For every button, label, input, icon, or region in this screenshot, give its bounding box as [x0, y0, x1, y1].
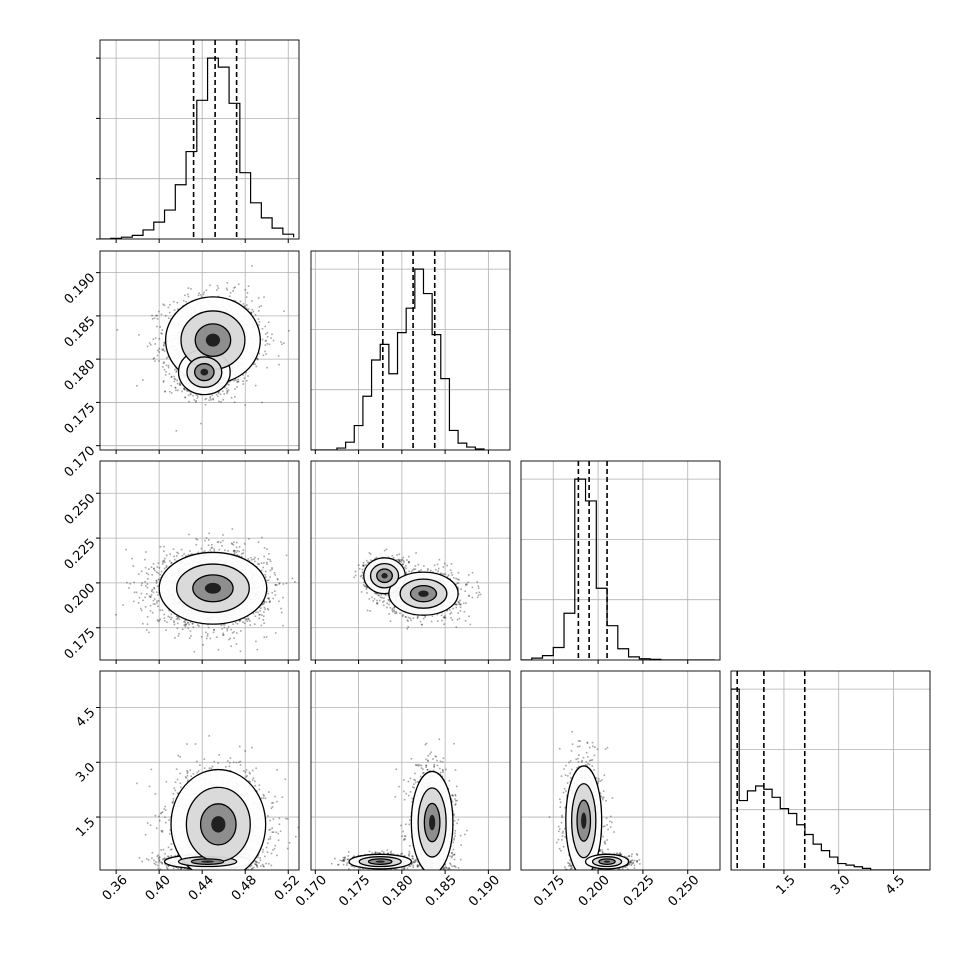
grid	[731, 671, 930, 870]
contour-3-0	[581, 812, 587, 829]
contour-3-1	[429, 814, 436, 831]
panel-frame	[99, 460, 300, 661]
grid	[100, 40, 299, 239]
x-tick-label: 0.250	[666, 873, 703, 910]
x-tick-label: 0.48	[229, 873, 260, 904]
x-tick-label: 0.225	[621, 873, 658, 910]
panel-1-1	[310, 250, 511, 454]
contour-3-1	[418, 590, 429, 597]
panel-frame	[310, 460, 511, 661]
y-tick-label: 0.225	[62, 536, 99, 573]
contour-3-0	[201, 860, 215, 863]
x-tick-label: 0.200	[576, 873, 613, 910]
density-contours	[163, 768, 267, 870]
panel-2-2	[520, 460, 721, 664]
x-tick-label: 0.180	[380, 873, 417, 910]
x-tick-label: 0.170	[293, 873, 330, 910]
density-contours	[363, 557, 459, 616]
panel-3-2	[520, 670, 721, 874]
y-tick-label: 0.200	[62, 581, 99, 618]
panel-3-0	[96, 670, 300, 874]
grid	[521, 671, 720, 870]
panel-frame	[730, 670, 931, 871]
x-tick-label: 0.185	[423, 873, 460, 910]
histogram-2	[521, 478, 715, 660]
y-tick-label: 0.180	[62, 357, 99, 394]
density-contours	[565, 765, 630, 870]
contour-3-1	[603, 860, 611, 863]
panel-2-1	[310, 460, 511, 664]
x-tick-label: 0.40	[143, 873, 174, 904]
y-tick-label: 0.250	[62, 491, 99, 528]
panel-frame	[99, 39, 300, 240]
histogram-1	[311, 268, 485, 450]
contour-3-0	[375, 860, 385, 863]
panel-3-1	[310, 670, 511, 874]
density-contours	[348, 770, 454, 870]
x-tick-label: 0.190	[466, 873, 503, 910]
x-tick-label: 0.175	[336, 873, 373, 910]
panel-frame	[520, 460, 721, 661]
x-tick-label: 0.36	[100, 873, 131, 904]
panel-0-0	[96, 39, 300, 243]
panel-frame	[310, 250, 511, 451]
x-tick-label: 0.175	[531, 873, 568, 910]
x-tick-label: 1.5	[773, 873, 798, 898]
grid	[100, 461, 299, 660]
histogram-3	[731, 688, 929, 870]
density-contours	[164, 296, 261, 396]
x-tick-label: 0.44	[186, 873, 217, 904]
contour-3-1	[200, 368, 209, 376]
y-tick-label: 3.0	[73, 760, 98, 785]
y-tick-label: 0.190	[62, 271, 99, 308]
contour-3-0	[205, 333, 221, 347]
y-tick-label: 4.5	[73, 705, 98, 730]
contour-3-1	[211, 816, 226, 833]
panel-frame	[99, 250, 300, 451]
x-tick-label: 4.5	[883, 873, 908, 898]
density-contours	[158, 551, 268, 625]
grid	[311, 251, 510, 450]
panel-frame	[99, 670, 300, 871]
y-tick-label: 0.175	[62, 400, 99, 437]
x-tick-label: 3.0	[828, 873, 853, 898]
histogram-0	[100, 57, 295, 239]
grid	[311, 461, 510, 660]
y-tick-label: 1.5	[73, 815, 98, 840]
panel-frame	[520, 670, 721, 871]
y-tick-label: 0.175	[62, 626, 99, 663]
grid	[311, 671, 510, 870]
panel-1-0	[96, 250, 300, 454]
panel-3-3	[730, 670, 931, 874]
grid	[521, 461, 720, 660]
y-tick-label: 0.170	[62, 444, 99, 481]
panel-2-0	[96, 460, 300, 664]
panel-frame	[310, 670, 511, 871]
contour-3-0	[204, 582, 222, 594]
contour-3-0	[381, 573, 388, 579]
y-tick-label: 0.185	[62, 314, 99, 351]
